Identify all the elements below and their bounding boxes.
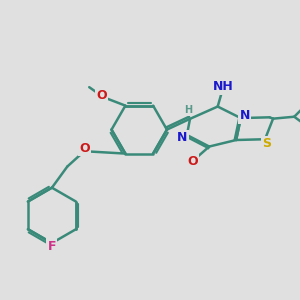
- Text: F: F: [48, 240, 56, 253]
- Text: N: N: [239, 109, 250, 122]
- Text: NH: NH: [213, 80, 233, 93]
- Text: O: O: [187, 155, 198, 168]
- Text: O: O: [79, 142, 90, 154]
- Text: S: S: [262, 137, 271, 150]
- Text: O: O: [96, 89, 107, 102]
- Text: H: H: [184, 105, 192, 115]
- Text: N: N: [177, 131, 188, 144]
